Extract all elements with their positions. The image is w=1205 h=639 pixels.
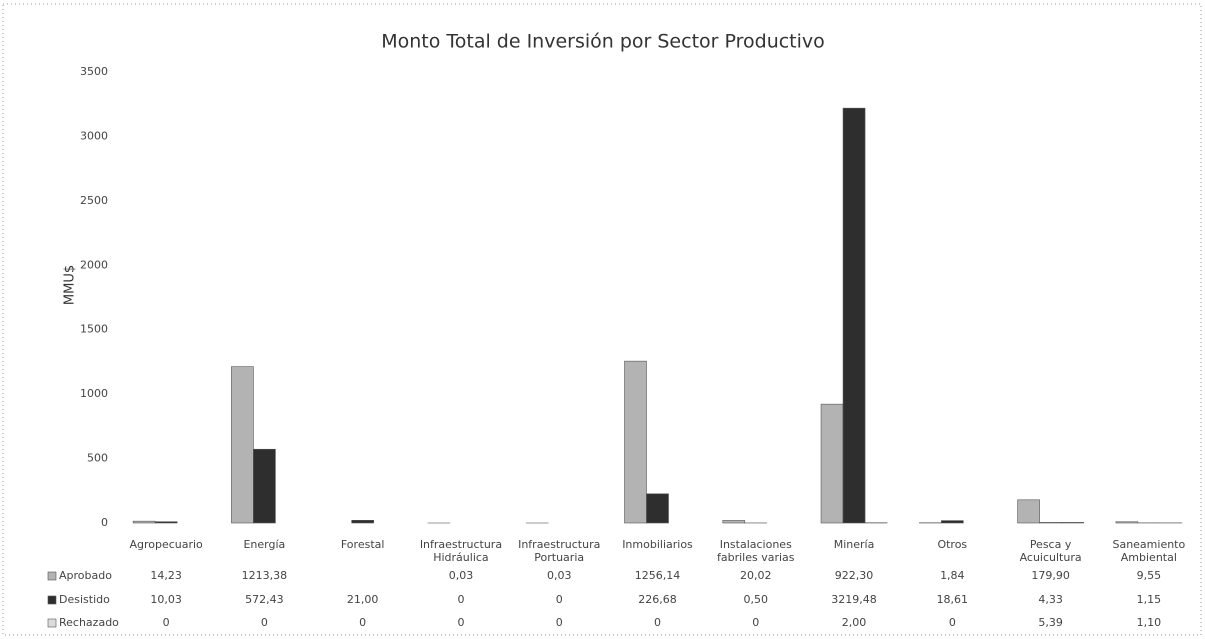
- chart-border: [2, 3, 1202, 636]
- bar: [253, 448, 276, 524]
- y-tick-label: 1500: [80, 323, 108, 336]
- x-tick-label: Infraestructura Portuaria: [518, 538, 601, 564]
- table-value: 0: [752, 616, 759, 629]
- table-value: 1,15: [1137, 593, 1162, 606]
- bar: [820, 403, 844, 524]
- table-value: 0: [163, 616, 170, 629]
- bar: [1115, 521, 1139, 524]
- table-value: 0: [949, 616, 956, 629]
- bar: [1039, 522, 1062, 524]
- y-tick-label: 1000: [80, 387, 108, 400]
- table-value: 226,68: [638, 593, 677, 606]
- bar: [1061, 522, 1084, 524]
- x-tick-label: Pesca y Acuicultura: [1019, 538, 1082, 564]
- bar: [646, 493, 669, 524]
- table-value: 0: [654, 616, 661, 629]
- y-tick-label: 2000: [80, 258, 108, 271]
- bar: [351, 519, 374, 524]
- legend-key: [47, 618, 57, 628]
- table-value: 9,55: [1137, 569, 1162, 582]
- y-tick-label: 0: [101, 516, 108, 529]
- table-value: 1213,38: [242, 569, 288, 582]
- table-value: 179,90: [1031, 569, 1070, 582]
- table-value: 0: [556, 616, 563, 629]
- legend-key: [47, 595, 57, 605]
- bar: [624, 360, 647, 524]
- x-tick-label: Otros: [937, 538, 968, 551]
- x-tick-label: Infraestructura Hidráulica: [419, 538, 503, 564]
- x-tick-label: Instalaciones fabriles varias: [716, 538, 795, 564]
- table-value: 1,84: [940, 569, 965, 582]
- bar: [722, 520, 746, 524]
- bar: [231, 366, 254, 524]
- table-value: 0,03: [449, 569, 474, 582]
- table-value: 0: [359, 616, 366, 629]
- y-tick-label: 3000: [80, 129, 108, 142]
- table-value: 1256,14: [635, 569, 681, 582]
- table-value: 10,03: [150, 593, 182, 606]
- x-tick-label: Agropecuario: [129, 538, 203, 551]
- x-tick-label: Saneamiento Ambiental: [1112, 538, 1186, 564]
- bar: [1017, 499, 1040, 524]
- table-value: 0,50: [744, 593, 769, 606]
- legend-label: Desistido: [59, 593, 110, 606]
- table-value: 0: [457, 616, 464, 629]
- chart-title: Monto Total de Inversión por Sector Prod…: [381, 31, 825, 53]
- table-value: 0: [457, 593, 464, 606]
- bar: [842, 107, 866, 524]
- table-value: 0,03: [547, 569, 572, 582]
- y-tick-label: 500: [87, 452, 108, 465]
- table-value: 2,00: [842, 616, 867, 629]
- table-value: 20,02: [740, 569, 772, 582]
- table-value: 18,61: [937, 593, 969, 606]
- legend-key: [47, 571, 57, 581]
- table-value: 21,00: [347, 593, 379, 606]
- table-value: 0: [261, 616, 268, 629]
- table-value: 14,23: [150, 569, 182, 582]
- table-value: 0: [556, 593, 563, 606]
- x-tick-label: Forestal: [340, 538, 385, 551]
- table-value: 922,30: [835, 569, 874, 582]
- x-tick-label: Energía: [243, 538, 286, 551]
- table-value: 1,10: [1137, 616, 1162, 629]
- legend-label: Rechazado: [59, 616, 119, 629]
- bar: [132, 520, 156, 524]
- table-value: 572,43: [245, 593, 284, 606]
- legend-label: Aprobado: [59, 569, 112, 582]
- x-tick-label: Inmobiliarios: [622, 538, 693, 551]
- bar: [154, 521, 178, 524]
- y-tick-label: 2500: [80, 194, 108, 207]
- y-tick-label: 3500: [80, 65, 108, 78]
- table-value: 4,33: [1038, 593, 1063, 606]
- bar: [941, 520, 964, 524]
- table-value: 3219,48: [831, 593, 877, 606]
- x-tick-label: Minería: [833, 538, 875, 551]
- table-value: 5,39: [1038, 616, 1063, 629]
- y-axis-title: MMU$: [63, 265, 78, 305]
